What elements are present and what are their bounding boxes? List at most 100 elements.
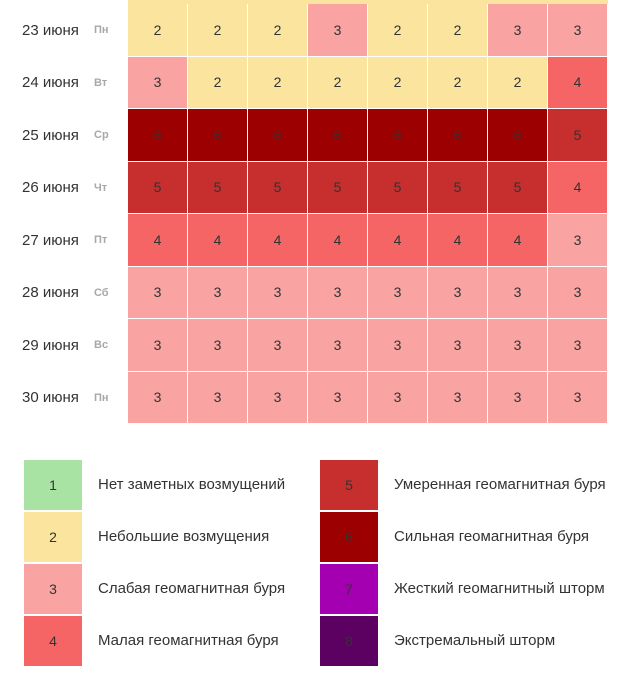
heatmap-cell: 3 [428, 266, 488, 319]
heatmap-cell: 4 [548, 161, 608, 214]
heatmap-cell: 5 [248, 161, 308, 214]
heatmap-cell: 3 [128, 56, 188, 109]
heatmap-cell: 3 [548, 319, 608, 372]
heatmap-cell: 2 [428, 4, 488, 57]
legend-swatch: 5 [320, 460, 378, 510]
heatmap-cell: 3 [188, 266, 248, 319]
legend-label: Сильная геомагнитная буря [394, 528, 589, 545]
row-date: 24 июня [22, 74, 79, 91]
legend-label: Жесткий геомагнитный шторм [394, 580, 605, 597]
heatmap-cell: 2 [188, 4, 248, 57]
row-weekday: Чт [94, 181, 108, 194]
heatmap-cell: 5 [128, 161, 188, 214]
row-weekday: Ср [94, 129, 109, 141]
heatmap-cell: 5 [308, 161, 368, 214]
heatmap-cell: 2 [488, 56, 548, 109]
heatmap-cell: 3 [248, 371, 308, 424]
legend-swatch: 6 [320, 512, 378, 562]
heatmap-cell: 2 [308, 56, 368, 109]
heatmap-cell: 6 [428, 109, 488, 162]
heatmap-cell: 3 [488, 4, 548, 57]
row-date: 30 июня [22, 389, 79, 406]
heatmap-cell: 2 [368, 4, 428, 57]
legend-swatch: 8 [320, 616, 378, 666]
heatmap-cell: 5 [488, 161, 548, 214]
legend: 1 Нет заметных возмущений 2 Небольшие возму… [0, 450, 620, 683]
row-date: 27 июня [22, 231, 79, 249]
heatmap-cell: 3 [548, 4, 608, 57]
heatmap-cell: 3 [128, 266, 188, 319]
row-label: 27 июня Пт [0, 214, 128, 266]
heatmap-cell: 3 [488, 371, 548, 424]
heatmap-cell: 4 [188, 214, 248, 267]
heatmap-cell: 2 [128, 4, 188, 57]
heatmap-cell: 6 [488, 109, 548, 162]
heatmap-cell: 3 [188, 371, 248, 424]
heatmap-cell: 6 [308, 109, 368, 162]
heatmap-cell: 6 [248, 109, 308, 162]
heatmap-cell: 3 [368, 319, 428, 372]
heatmap-cell: 3 [188, 319, 248, 372]
heatmap-cell: 4 [308, 214, 368, 267]
heatmap-cell: 3 [368, 371, 428, 424]
heatmap-cell: 3 [248, 319, 308, 372]
heatmap-cell: 5 [548, 109, 608, 162]
row-date: 25 июня [22, 126, 79, 144]
row-label: 25 июня Ср [0, 109, 128, 161]
row-weekday: Пн [94, 391, 109, 404]
heatmap-cell: 4 [248, 214, 308, 267]
heatmap-cell: 3 [128, 319, 188, 372]
heatmap-cell: 3 [368, 266, 428, 319]
legend-label: Нет заметных возмущений [98, 476, 286, 493]
row-date: 28 июня [22, 284, 79, 301]
legend-label: Экстремальный шторм [394, 632, 556, 649]
row-label: 28 июня Сб [0, 267, 128, 319]
heatmap-cell: 3 [548, 371, 608, 424]
row-weekday: Сб [94, 286, 109, 299]
heatmap-cell: 3 [128, 371, 188, 424]
previous-row-strip [128, 0, 608, 4]
heatmap-cell: 5 [428, 161, 488, 214]
heatmap-cell: 3 [308, 371, 368, 424]
heatmap-cell: 4 [548, 56, 608, 109]
heatmap-cell: 3 [488, 319, 548, 372]
heatmap-cell: 3 [488, 266, 548, 319]
row-label: 29 июня Вс [0, 319, 128, 371]
heatmap-cell: 2 [428, 56, 488, 109]
heatmap-cell: 3 [308, 4, 368, 57]
legend-swatch: 7 [320, 564, 378, 614]
row-label: 26 июня Чт [0, 162, 128, 214]
legend-swatch: 3 [24, 564, 82, 614]
legend-label: Небольшие возмущения [98, 528, 270, 545]
legend-swatch: 1 [24, 460, 82, 510]
heatmap-cell: 3 [308, 319, 368, 372]
heatmap-cell: 3 [548, 214, 608, 267]
row-weekday: Пт [94, 234, 108, 246]
row-date: 29 июня [22, 336, 79, 354]
heatmap-cell: 4 [128, 214, 188, 267]
row-label: 24 июня Вт [0, 57, 128, 109]
heatmap-cell: 3 [308, 266, 368, 319]
heatmap-cell: 3 [248, 266, 308, 319]
legend-label: Слабая геомагнитная буря [98, 580, 286, 597]
row-date: 23 июня [22, 21, 79, 39]
heatmap-cell: 5 [188, 161, 248, 214]
kp-index-heatmap: 23 июня Пн 2 2 2 3 2 2 3 3 24 июня Вт 3 2 2 2 2 2 2 4 25 июн… [0, 0, 608, 424]
heatmap-cell: 2 [368, 56, 428, 109]
heatmap-cell: 4 [428, 214, 488, 267]
legend-label: Умеренная геомагнитная буря [394, 476, 606, 493]
row-weekday: Вт [94, 76, 108, 89]
row-weekday: Вс [94, 339, 109, 351]
row-date: 26 июня [22, 179, 79, 196]
heatmap-cell: 2 [188, 56, 248, 109]
legend-swatch: 4 [24, 616, 82, 666]
row-label: 23 июня Пн [0, 4, 128, 56]
heatmap-cell: 2 [248, 4, 308, 57]
heatmap-cell: 4 [488, 214, 548, 267]
row-weekday: Пн [94, 24, 109, 36]
heatmap-cell: 6 [368, 109, 428, 162]
heatmap-cell: 5 [368, 161, 428, 214]
heatmap-cell: 3 [428, 371, 488, 424]
heatmap-cell: 4 [368, 214, 428, 267]
heatmap-cell: 3 [548, 266, 608, 319]
